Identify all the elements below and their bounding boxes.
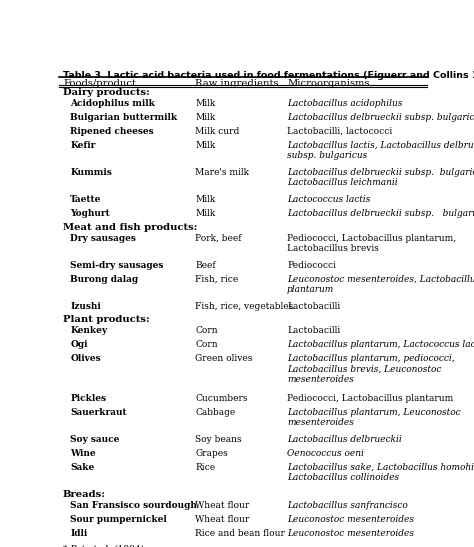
Text: Taette: Taette bbox=[70, 195, 101, 204]
Text: Pork, beef: Pork, beef bbox=[195, 234, 242, 243]
Text: Soy sauce: Soy sauce bbox=[70, 435, 119, 444]
Text: Green olives: Green olives bbox=[195, 354, 253, 363]
Text: Yoghurt: Yoghurt bbox=[70, 209, 110, 218]
Text: Sauerkraut: Sauerkraut bbox=[70, 408, 127, 417]
Text: Dairy products:: Dairy products: bbox=[63, 89, 150, 97]
Text: Milk: Milk bbox=[195, 209, 215, 218]
Text: Corn: Corn bbox=[195, 327, 218, 335]
Text: Wheat flour: Wheat flour bbox=[195, 501, 249, 510]
Text: Lactobacillus plantarum, Leuconostoc
mesenteroides: Lactobacillus plantarum, Leuconostoc mes… bbox=[287, 408, 461, 427]
Text: Izushi: Izushi bbox=[70, 301, 101, 311]
Text: * Pot et al. (1994): * Pot et al. (1994) bbox=[63, 544, 144, 547]
Text: Soy beans: Soy beans bbox=[195, 435, 242, 444]
Text: Wheat flour: Wheat flour bbox=[195, 515, 249, 523]
Text: Ogi: Ogi bbox=[70, 340, 88, 349]
Text: Cabbage: Cabbage bbox=[195, 408, 236, 417]
Text: San Fransisco sourdough: San Fransisco sourdough bbox=[70, 501, 197, 510]
Text: Oenococcus oeni: Oenococcus oeni bbox=[287, 449, 364, 458]
Text: Pediococci, Lactobacillus plantarum: Pediococci, Lactobacillus plantarum bbox=[287, 394, 453, 403]
Text: Mare's milk: Mare's milk bbox=[195, 168, 249, 177]
Text: Lactobacillus delbrueckii subsp.   bulgaricus: Lactobacillus delbrueckii subsp. bulgari… bbox=[287, 209, 474, 218]
Text: Milk: Milk bbox=[195, 113, 215, 122]
Text: Raw ingredients: Raw ingredients bbox=[195, 79, 279, 88]
Text: Grapes: Grapes bbox=[195, 449, 228, 458]
Text: Rice: Rice bbox=[195, 463, 215, 472]
Text: Lactococcus lactis: Lactococcus lactis bbox=[287, 195, 370, 204]
Text: Burong dalag: Burong dalag bbox=[70, 275, 138, 283]
Text: Lactobacillus lactis, Lactobacillus delbrueckii
subsp. bulgaricus: Lactobacillus lactis, Lactobacillus delb… bbox=[287, 141, 474, 160]
Text: Idli: Idli bbox=[70, 528, 88, 538]
Text: Lactobacilli, lactococci: Lactobacilli, lactococci bbox=[287, 127, 392, 136]
Text: Fish, rice, vegetables: Fish, rice, vegetables bbox=[195, 301, 293, 311]
Text: Lactobacillus plantarum, pediococci,
Lactobacillus brevis, Leuconostoc
mesentero: Lactobacillus plantarum, pediococci, Lac… bbox=[287, 354, 455, 384]
Text: Lactobacillus sanfrancisco: Lactobacillus sanfrancisco bbox=[287, 501, 408, 510]
Text: Milk: Milk bbox=[195, 100, 215, 108]
Text: Fish, rice: Fish, rice bbox=[195, 275, 238, 283]
Text: Wine: Wine bbox=[70, 449, 96, 458]
Text: Microorganisms: Microorganisms bbox=[287, 79, 370, 88]
Text: Breads:: Breads: bbox=[63, 490, 106, 499]
Text: Sake: Sake bbox=[70, 463, 94, 472]
Text: Pickles: Pickles bbox=[70, 394, 106, 403]
Text: Bulgarian buttermilk: Bulgarian buttermilk bbox=[70, 113, 177, 122]
Text: Lactobacilli: Lactobacilli bbox=[287, 301, 340, 311]
Text: Ripened cheeses: Ripened cheeses bbox=[70, 127, 154, 136]
Text: Milk: Milk bbox=[195, 195, 215, 204]
Text: Lactobacillus plantarum, Lactococcus lactis: Lactobacillus plantarum, Lactococcus lac… bbox=[287, 340, 474, 349]
Text: Lactobacillus delbrueckii subsp. bulgaricus*: Lactobacillus delbrueckii subsp. bulgari… bbox=[287, 113, 474, 122]
Text: Lactobacilli: Lactobacilli bbox=[287, 327, 340, 335]
Text: Lactobacillus acidophilus: Lactobacillus acidophilus bbox=[287, 100, 402, 108]
Text: Cucumbers: Cucumbers bbox=[195, 394, 248, 403]
Text: Sour pumpernickel: Sour pumpernickel bbox=[70, 515, 167, 523]
Text: Pediococci: Pediococci bbox=[287, 261, 336, 270]
Text: Leuconostoc mesenteroides, Lactobacillus
plantarum: Leuconostoc mesenteroides, Lactobacillus… bbox=[287, 275, 474, 294]
Text: Kefir: Kefir bbox=[70, 141, 96, 150]
Text: Lactobacillus sake, Lactobacillus homohiochi,
Lactobacillus collinoides: Lactobacillus sake, Lactobacillus homohi… bbox=[287, 463, 474, 482]
Text: Olives: Olives bbox=[70, 354, 101, 363]
Text: Leuconostoc mesenteroides: Leuconostoc mesenteroides bbox=[287, 515, 414, 523]
Text: Plant products:: Plant products: bbox=[63, 316, 150, 324]
Text: Foods/product: Foods/product bbox=[63, 79, 136, 88]
Text: Milk: Milk bbox=[195, 141, 215, 150]
Text: Kenkey: Kenkey bbox=[70, 327, 108, 335]
Text: Corn: Corn bbox=[195, 340, 218, 349]
Text: Rice and bean flour: Rice and bean flour bbox=[195, 528, 285, 538]
Text: Lactobacillus delbrueckii subsp.  bulgaricus,
Lactobacillus leichmanii: Lactobacillus delbrueckii subsp. bulgari… bbox=[287, 168, 474, 188]
Text: Semi-dry sausages: Semi-dry sausages bbox=[70, 261, 164, 270]
Text: Lactobacillus delbrueckii: Lactobacillus delbrueckii bbox=[287, 435, 402, 444]
Text: Pediococci, Lactobacillus plantarum,
Lactobacillus brevis: Pediococci, Lactobacillus plantarum, Lac… bbox=[287, 234, 456, 253]
Text: Table 3  Lactic acid bacteria used in food fermentations (Figuerr and Collins 19: Table 3 Lactic acid bacteria used in foo… bbox=[63, 71, 474, 80]
Text: Dry sausages: Dry sausages bbox=[70, 234, 136, 243]
Text: Milk curd: Milk curd bbox=[195, 127, 239, 136]
Text: Acidophilus milk: Acidophilus milk bbox=[70, 100, 155, 108]
Text: Beef: Beef bbox=[195, 261, 216, 270]
Text: Kummis: Kummis bbox=[70, 168, 112, 177]
Text: Leuconostoc mesenteroides: Leuconostoc mesenteroides bbox=[287, 528, 414, 538]
Text: Meat and fish products:: Meat and fish products: bbox=[63, 223, 197, 232]
